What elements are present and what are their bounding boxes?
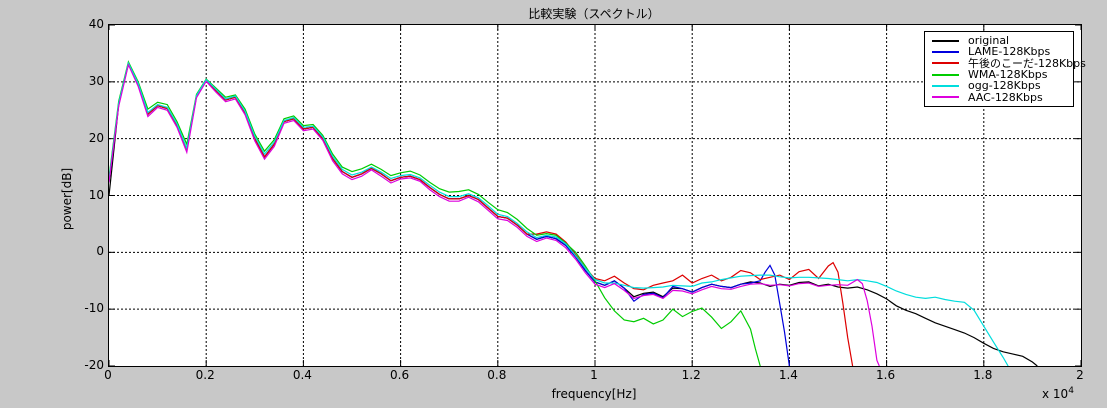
- y-tick-label-40: 40: [88, 17, 104, 31]
- y-tick-label-10: 10: [88, 187, 104, 202]
- series-original-line: [109, 61, 1038, 366]
- y-tick-label-0: 0: [96, 244, 104, 259]
- x-tick-label-1.4: 1.4: [778, 368, 798, 382]
- series-lame-line: [109, 61, 790, 366]
- x-tick-label-0.6: 0.6: [390, 368, 410, 382]
- x-tick-label-0.8: 0.8: [487, 368, 507, 382]
- y-tick-label-30: 30: [88, 73, 104, 88]
- x-axis-exponent-base: x 10: [1042, 387, 1069, 401]
- x-tick-label-0: 0: [104, 368, 112, 382]
- plot-area: original LAME-128Kbps 午後のこーだ-128Kbps WMA-12…: [108, 24, 1086, 367]
- legend-label-aac: AAC-128Kbps: [968, 90, 1043, 104]
- x-tick-label-1.2: 1.2: [681, 368, 701, 382]
- legend-line-swatch-gogo: [932, 62, 959, 65]
- series-aac-line: [109, 62, 880, 366]
- legend-label-original: original: [968, 34, 1010, 48]
- x-tick-label-0.4: 0.4: [292, 368, 312, 382]
- legend-label-ogg: ogg-128Kbps: [968, 79, 1041, 93]
- x-tick-label-1: 1: [590, 368, 598, 382]
- legend-line-swatch-original: [932, 39, 959, 42]
- series-wma-line: [109, 60, 761, 366]
- legend-item-original: original: [925, 35, 1073, 46]
- x-tick-label-2: 2: [1076, 368, 1084, 382]
- legend-label-wma: WMA-128Kbps: [968, 68, 1048, 82]
- legend[interactable]: original LAME-128Kbps 午後のこーだ-128Kbps WMA-12…: [924, 31, 1086, 107]
- legend-item-gogo: 午後のこーだ-128Kbps: [925, 58, 1086, 69]
- legend-item-ogg: ogg-128Kbps: [925, 80, 1073, 91]
- legend-label-lame: LAME-128Kbps: [968, 45, 1051, 59]
- x-tick-label-0.2: 0.2: [195, 368, 215, 382]
- legend-line-swatch-lame: [932, 50, 959, 53]
- legend-line-swatch-wma: [932, 73, 959, 76]
- series-ogg-line: [109, 61, 1009, 366]
- x-axis-exponent: x 104: [1042, 386, 1074, 401]
- legend-line-swatch-aac: [932, 96, 959, 99]
- y-tick-label--10: -10: [84, 301, 104, 316]
- y-tick-label--20: -20: [84, 358, 104, 372]
- legend-line-swatch-ogg: [932, 84, 959, 87]
- legend-item-lame: LAME-128Kbps: [925, 46, 1073, 57]
- x-tick-label-1.6: 1.6: [876, 368, 896, 382]
- legend-item-wma: WMA-128Kbps: [925, 69, 1073, 80]
- chart-title: 比較実験（スペクトル）: [528, 7, 660, 21]
- plot-canvas: [109, 25, 1081, 366]
- legend-label-gogo: 午後のこーだ-128Kbps: [968, 56, 1086, 70]
- legend-item-aac: AAC-128Kbps: [925, 90, 1073, 104]
- x-axis-exponent-power: 4: [1068, 386, 1074, 396]
- x-axis-label: frequency[Hz]: [551, 387, 637, 401]
- x-tick-label-1.8: 1.8: [973, 368, 993, 382]
- series-gogo-line: [109, 61, 854, 366]
- y-tick-label-20: 20: [88, 130, 104, 145]
